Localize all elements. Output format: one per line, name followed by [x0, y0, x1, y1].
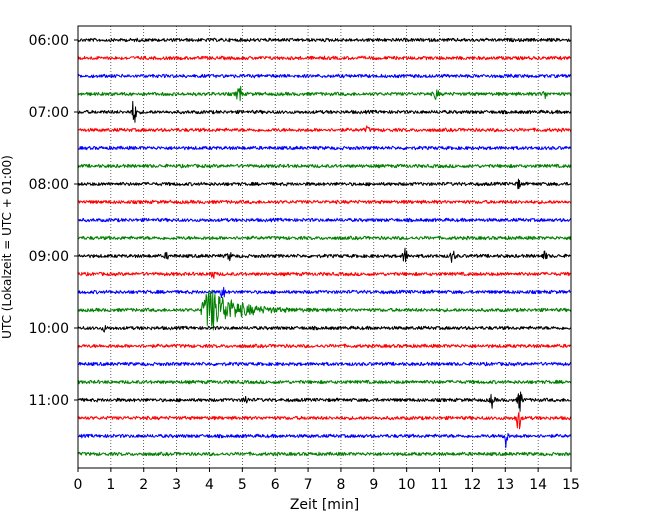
- x-tick-label: 13: [496, 477, 514, 493]
- trace-row-4: [77, 100, 572, 123]
- x-tick-label: 10: [398, 477, 416, 493]
- y-tick-label: 11:00: [29, 393, 69, 409]
- trace-row-15: [77, 290, 572, 331]
- trace-row-9: [77, 199, 572, 205]
- x-tick-label: 12: [463, 477, 481, 493]
- seismic-traces: [77, 37, 572, 457]
- x-axis-ticks: 0 1 2 3 4 5 6 7 8 9 10 11 12 13 14 15: [74, 468, 580, 493]
- x-tick-label: 15: [562, 477, 580, 493]
- trace-row-0: [77, 37, 572, 43]
- x-tick-label: 0: [74, 477, 83, 493]
- x-tick-label: 14: [529, 477, 547, 493]
- trace-row-11: [77, 235, 572, 241]
- x-tick-label: 5: [238, 477, 247, 493]
- trace-row-17: [77, 343, 572, 349]
- x-tick-label: 6: [271, 477, 280, 493]
- y-tick-label: 07:00: [29, 105, 69, 121]
- x-tick-label: 4: [205, 477, 214, 493]
- trace-row-6: [77, 145, 572, 151]
- x-axis-title: Zeit [min]: [290, 497, 359, 513]
- trace-row-8: [77, 178, 572, 190]
- trace-row-23: [77, 451, 572, 457]
- trace-row-7: [77, 163, 572, 169]
- trace-row-21: [77, 411, 572, 430]
- trace-row-20: [77, 391, 572, 412]
- y-tick-label: 08:00: [29, 177, 69, 193]
- trace-row-1: [77, 55, 572, 61]
- y-axis-title: UTC (Lokalzeit = UTC + 01:00): [0, 155, 14, 339]
- trace-row-19: [77, 379, 572, 385]
- trace-row-22: [77, 432, 572, 449]
- trace-row-10: [77, 217, 572, 223]
- plot-frame: [77, 25, 572, 469]
- plot-background: [78, 26, 571, 468]
- x-tick-label: 7: [304, 477, 313, 493]
- y-tick-label: 10:00: [29, 321, 69, 337]
- trace-row-16: [77, 325, 572, 333]
- x-tick-label: 1: [106, 477, 115, 493]
- y-axis-ticks: 06:00 07:00 08:00 09:00 10:00 11:00: [29, 33, 78, 409]
- trace-row-5: [77, 125, 572, 133]
- x-tick-label: 2: [139, 477, 148, 493]
- x-tick-label: 9: [369, 477, 378, 493]
- y-tick-label: 06:00: [29, 33, 69, 49]
- trace-row-18: [77, 361, 572, 367]
- x-tick-label: 3: [172, 477, 181, 493]
- x-tick-label: 11: [431, 477, 449, 493]
- trace-row-3: [77, 85, 572, 102]
- y-tick-label: 09:00: [29, 249, 69, 265]
- x-tick-label: 8: [336, 477, 345, 493]
- trace-row-13: [77, 271, 572, 279]
- trace-row-12: [77, 247, 572, 263]
- trace-row-2: [77, 73, 572, 79]
- trace-row-14: [77, 286, 572, 299]
